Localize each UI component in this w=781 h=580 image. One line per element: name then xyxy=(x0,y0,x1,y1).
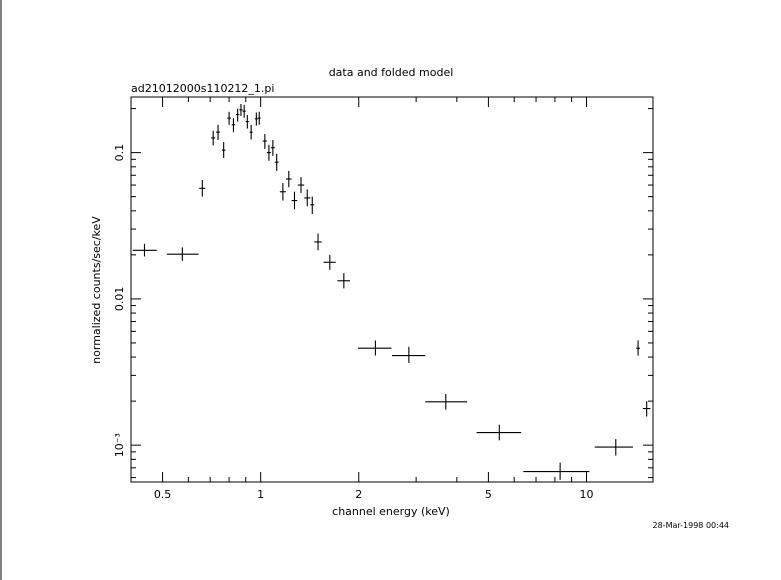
data-point xyxy=(245,114,249,129)
data-point xyxy=(297,177,305,193)
data-point xyxy=(221,142,226,158)
data-point xyxy=(304,189,311,207)
plot-frame xyxy=(130,96,654,483)
x-tick-label: 1 xyxy=(257,488,264,501)
data-point xyxy=(257,111,261,125)
data-point xyxy=(262,134,267,149)
data-point xyxy=(279,182,286,201)
x-tick-label: 2 xyxy=(355,488,362,501)
data-point xyxy=(310,196,315,215)
data-point xyxy=(231,118,236,133)
x-tick-label: 10 xyxy=(579,488,593,501)
timestamp-label: 28-Mar-1998 00:44 xyxy=(653,521,730,530)
data-point xyxy=(254,112,258,126)
data-point xyxy=(249,124,253,140)
chart-subtitle: ad21012000s110212_1.pi xyxy=(131,82,274,95)
data-point xyxy=(242,104,246,118)
data-point xyxy=(642,401,651,417)
data-point xyxy=(291,191,298,210)
y-tick-label: 0.1 xyxy=(113,144,126,162)
data-points xyxy=(132,103,651,480)
data-point xyxy=(266,144,271,161)
data-point xyxy=(239,103,243,116)
data-point xyxy=(199,179,206,197)
data-point xyxy=(227,111,231,125)
data-point xyxy=(314,233,322,251)
y-tick-label: 0.01 xyxy=(113,287,126,312)
x-tick-label: 5 xyxy=(485,488,492,501)
data-point xyxy=(358,340,392,356)
data-point xyxy=(594,439,634,456)
data-point xyxy=(523,462,590,480)
y-axis: 0.1 0.01 10⁻³ xyxy=(113,108,653,479)
data-point xyxy=(476,424,522,441)
x-axis: 0.5 1 2 5 10 xyxy=(130,97,593,501)
chart-title: data and folded model xyxy=(329,66,454,79)
y-tick-label: 10⁻³ xyxy=(113,433,126,457)
data-point xyxy=(392,346,426,363)
data-point xyxy=(337,273,350,289)
x-axis-label: channel energy (keV) xyxy=(332,505,450,518)
x-tick-label: 0.5 xyxy=(154,488,172,501)
y-axis-label: normalized counts/sec/keV xyxy=(90,216,103,364)
data-point xyxy=(636,340,641,356)
data-point xyxy=(132,243,157,257)
data-point xyxy=(285,170,292,188)
data-point xyxy=(211,130,216,146)
data-point xyxy=(425,393,468,410)
data-point xyxy=(235,108,240,122)
data-point xyxy=(270,139,275,156)
data-point xyxy=(166,247,199,261)
data-point xyxy=(274,153,279,171)
data-point xyxy=(216,124,220,140)
data-point xyxy=(323,254,336,270)
